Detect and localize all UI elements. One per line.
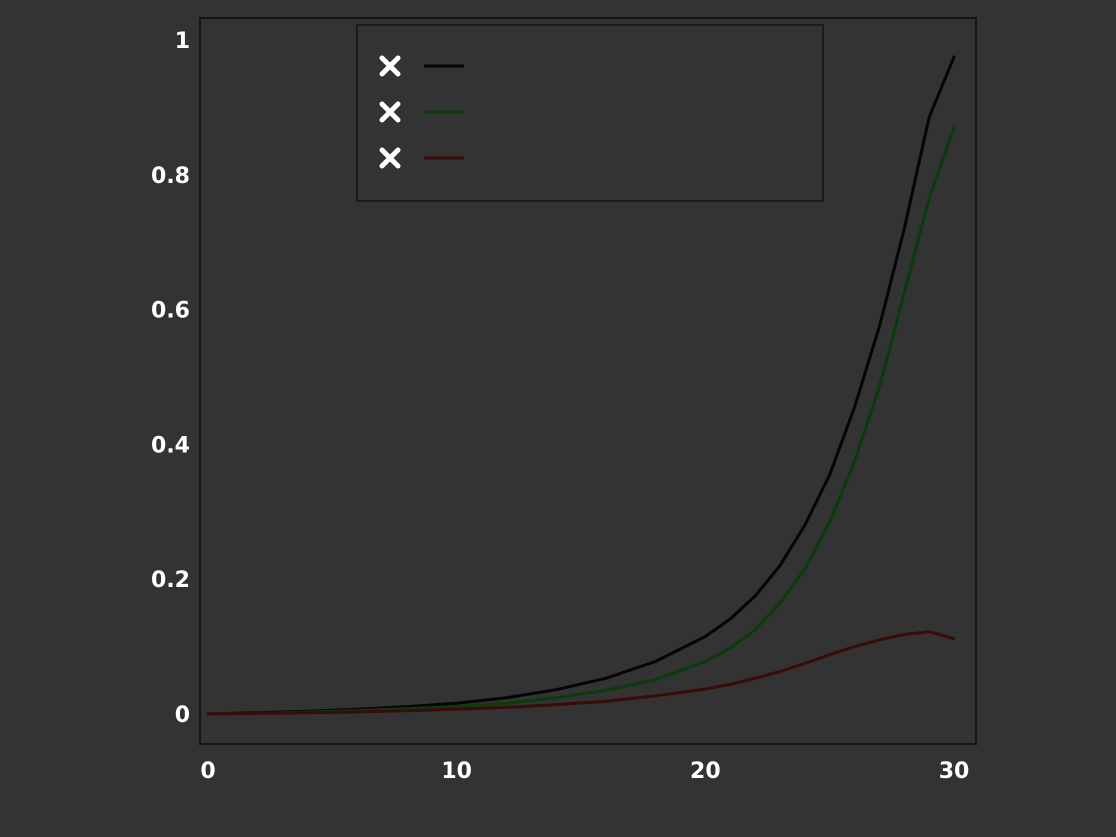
series-line-1 (206, 55, 956, 716)
y-tick-label-3: 0.4 (151, 433, 190, 458)
x-tick-label-1: 0 (200, 759, 215, 784)
y-tick-label-6: 1 (175, 29, 190, 54)
x-tick-labels: 0 10 20 30 (200, 759, 969, 784)
y-tick-label-4: 0.6 (151, 299, 190, 324)
legend-marker-3 (379, 147, 401, 169)
y-tick-label-1: 0 (175, 703, 190, 728)
series-line-3 (206, 630, 956, 716)
legend-marker-2 (379, 101, 401, 123)
series-line-2 (206, 126, 956, 716)
y-tick-labels: 0 0.2 0.4 0.6 0.8 1 (151, 29, 190, 728)
series-layer (206, 55, 956, 716)
legend (356, 24, 824, 202)
legend-marker-1 (379, 55, 401, 77)
x-tick-label-3: 20 (690, 759, 721, 784)
x-tick-label-2: 10 (441, 759, 472, 784)
y-tick-label-5: 0.8 (151, 164, 190, 189)
y-tick-label-2: 0.2 (151, 568, 190, 593)
x-tick-label-4: 30 (939, 759, 970, 784)
